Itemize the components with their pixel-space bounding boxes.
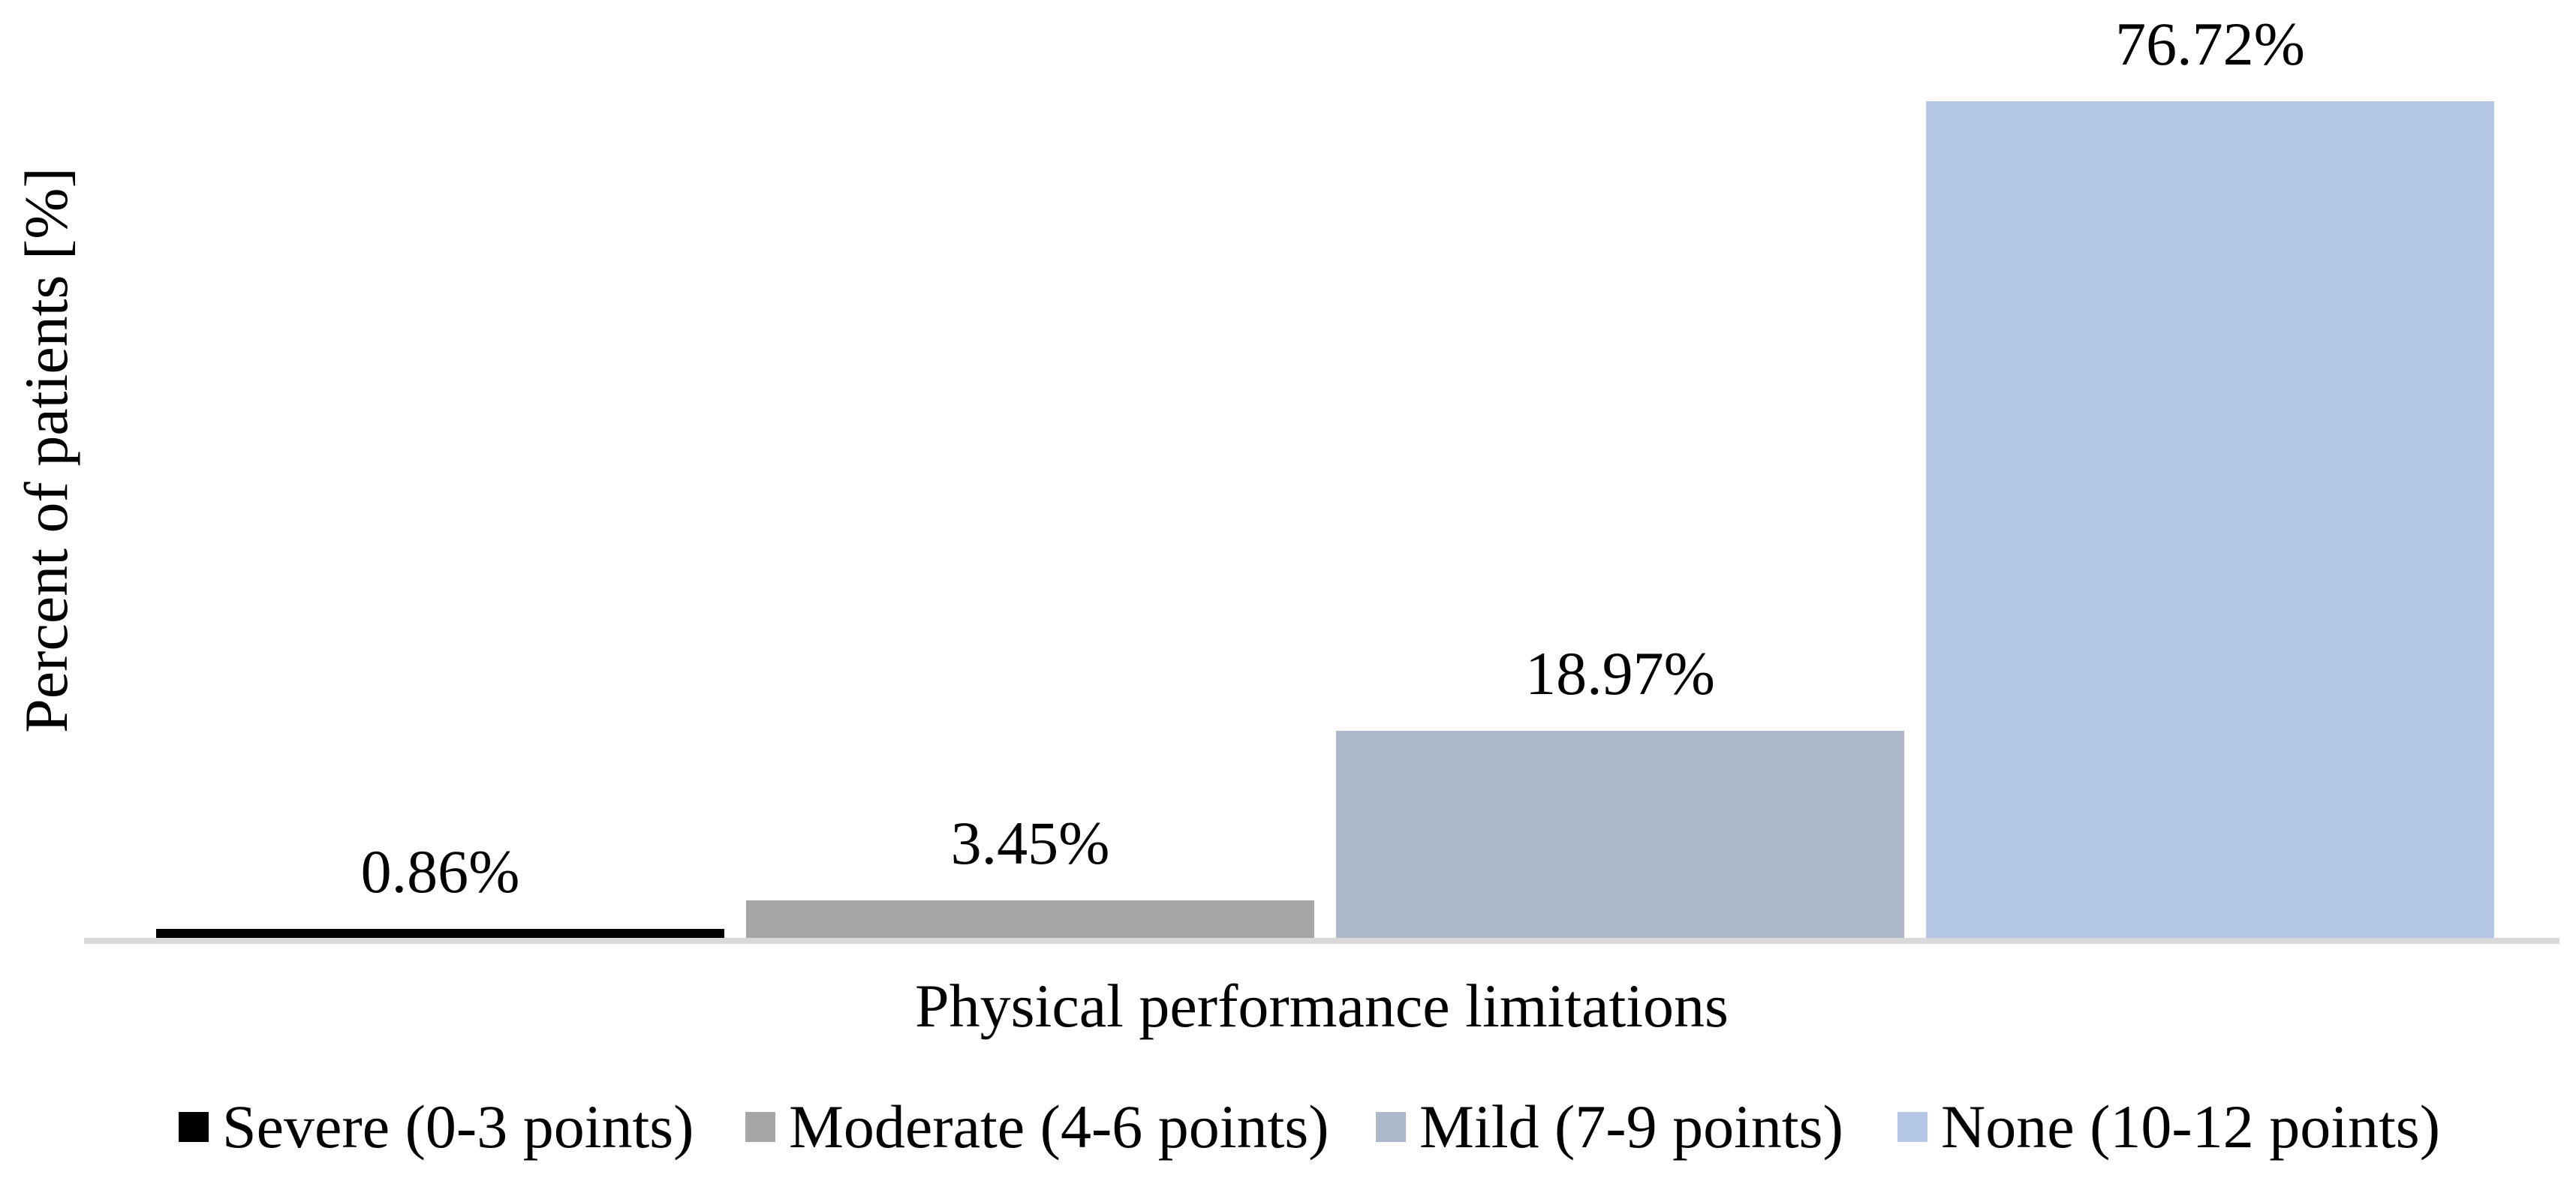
- y-axis-title: Percent of patients [%]: [12, 167, 80, 733]
- bar-3: [1926, 101, 2494, 938]
- bar-value-label-1: 3.45%: [950, 809, 1110, 877]
- bar-1: [746, 900, 1314, 938]
- legend: Severe (0-3 points) Moderate (4-6 points)…: [0, 1096, 2576, 1158]
- bar-0: [156, 929, 724, 938]
- legend-label: Mild (7-9 points): [1419, 1092, 1843, 1161]
- legend-item-1: Moderate (4-6 points): [745, 1096, 1329, 1158]
- bar-value-label-2: 18.97%: [1525, 639, 1715, 708]
- legend-label: None (10-12 points): [1941, 1092, 2441, 1161]
- plot-area: 0.86% 3.45% 18.97% 76.72%: [84, 0, 2559, 944]
- bar-2: [1336, 731, 1904, 938]
- legend-swatch-icon: [1376, 1112, 1406, 1142]
- bar-value-label-0: 0.86%: [360, 837, 520, 906]
- legend-swatch-icon: [1897, 1112, 1927, 1142]
- legend-swatch-icon: [179, 1112, 209, 1142]
- legend-label: Moderate (4-6 points): [789, 1092, 1329, 1161]
- x-axis-line: [84, 938, 2559, 944]
- bar-value-label-3: 76.72%: [2115, 10, 2305, 78]
- legend-swatch-icon: [745, 1112, 775, 1142]
- x-axis-title: Physical performance limitations: [915, 972, 1729, 1040]
- legend-item-0: Severe (0-3 points): [179, 1096, 694, 1158]
- legend-label: Severe (0-3 points): [222, 1092, 694, 1161]
- legend-item-2: Mild (7-9 points): [1376, 1096, 1843, 1158]
- legend-item-3: None (10-12 points): [1897, 1096, 2440, 1158]
